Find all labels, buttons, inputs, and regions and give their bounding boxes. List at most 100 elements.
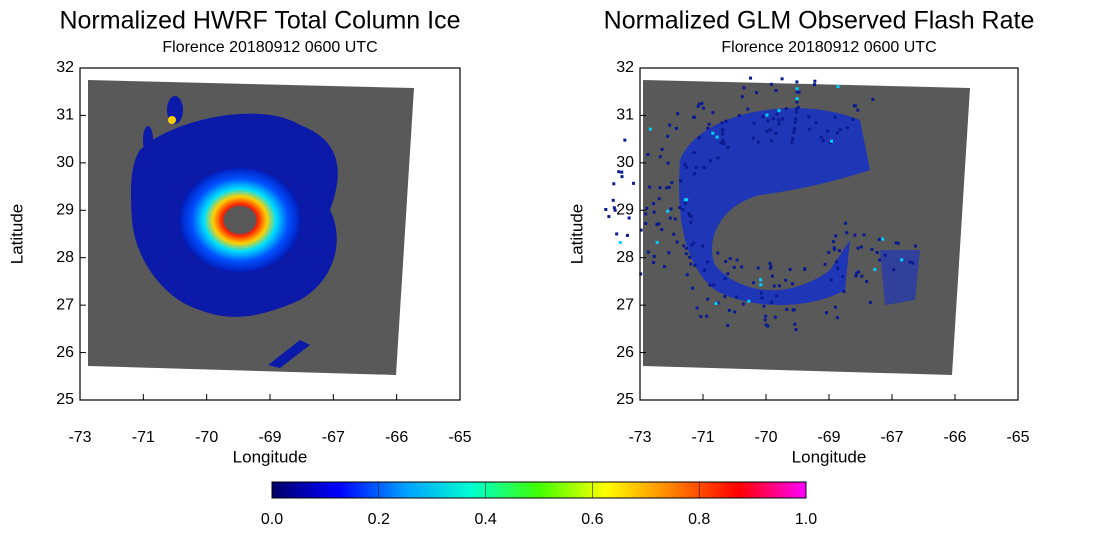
x-tick-label: -67 bbox=[880, 429, 903, 446]
flash-pixel bbox=[911, 261, 915, 265]
flash-pixel bbox=[702, 166, 706, 170]
flash-pixel bbox=[833, 115, 837, 119]
flash-pixel bbox=[838, 128, 842, 132]
flash-pixel bbox=[780, 77, 784, 81]
y-axis-label: Latitude bbox=[567, 204, 586, 265]
colorbar-tick-label: 0.0 bbox=[261, 511, 283, 528]
flash-pixel bbox=[781, 117, 785, 121]
flash-pixel bbox=[742, 86, 746, 90]
flash-pixel bbox=[769, 264, 773, 268]
y-tick-label: 26 bbox=[56, 344, 74, 361]
flash-pixel bbox=[837, 249, 841, 253]
flash-pixel bbox=[853, 233, 857, 237]
flash-pixel bbox=[759, 291, 763, 295]
flash-pixel bbox=[721, 132, 725, 136]
flash-pixel bbox=[784, 107, 788, 111]
colorbar-tick-label: 0.8 bbox=[688, 511, 710, 528]
flash-pixel bbox=[829, 278, 833, 282]
colorbar-tick-label: 1.0 bbox=[795, 511, 817, 528]
flash-pixel bbox=[792, 130, 796, 134]
y-tick-label: 27 bbox=[56, 296, 74, 313]
flash-pixel bbox=[878, 258, 882, 262]
flash-pixel bbox=[719, 141, 723, 145]
flash-pixel bbox=[651, 261, 655, 265]
flash-pixel bbox=[625, 233, 629, 237]
chart-subtitle: Florence 20180912 0600 UTC bbox=[162, 39, 377, 56]
flash-pixel bbox=[833, 247, 837, 251]
flash-pixel bbox=[685, 198, 689, 202]
flash-pixel bbox=[666, 209, 670, 213]
flash-pixel bbox=[793, 322, 797, 326]
flash-pixel bbox=[726, 324, 730, 328]
flash-pixel bbox=[724, 259, 728, 263]
flash-pixel bbox=[836, 266, 840, 270]
flash-pixel bbox=[707, 122, 711, 126]
flash-pixel bbox=[652, 202, 656, 206]
flash-pixel bbox=[794, 117, 798, 121]
flash-pixel bbox=[701, 244, 705, 248]
flash-pixel bbox=[774, 89, 778, 93]
flash-pixel bbox=[674, 126, 678, 130]
flash-pixel bbox=[615, 232, 619, 236]
y-tick-label: 25 bbox=[56, 391, 74, 408]
flash-pixel bbox=[692, 151, 696, 155]
flash-pixel bbox=[832, 240, 836, 244]
flash-pixel bbox=[854, 104, 858, 108]
flash-pixel bbox=[775, 112, 779, 116]
flash-pixel bbox=[685, 165, 689, 169]
flash-pixel bbox=[708, 283, 712, 287]
flash-pixel bbox=[841, 275, 845, 279]
flash-pixel bbox=[681, 207, 685, 211]
flash-pixel bbox=[913, 244, 917, 248]
flash-pixel bbox=[646, 250, 650, 254]
flash-pixel bbox=[791, 308, 795, 312]
flash-pixel bbox=[845, 231, 849, 235]
flash-pixel bbox=[756, 266, 760, 270]
flash-pixel bbox=[639, 228, 643, 232]
flash-pixel bbox=[724, 119, 728, 123]
flash-pixel bbox=[705, 314, 709, 318]
flash-pixel bbox=[711, 131, 715, 135]
flash-pixel bbox=[670, 181, 674, 185]
y-tick-label: 30 bbox=[616, 154, 634, 171]
flash-pixel bbox=[666, 161, 670, 165]
flash-pixel bbox=[667, 185, 671, 189]
flash-pixel bbox=[845, 126, 849, 130]
flash-pixel bbox=[604, 207, 608, 211]
flash-pixel bbox=[639, 272, 643, 276]
flash-pixel bbox=[716, 156, 720, 160]
flash-pixel bbox=[735, 258, 739, 262]
flash-pixel bbox=[768, 261, 772, 265]
colorbar bbox=[271, 481, 807, 499]
flash-pixel bbox=[696, 104, 700, 108]
flash-pixel bbox=[692, 241, 696, 245]
x-tick-label: -73 bbox=[628, 429, 651, 446]
panel bbox=[604, 76, 970, 375]
flash-pixel bbox=[751, 136, 755, 140]
flash-pixel bbox=[819, 135, 823, 139]
flash-pixel bbox=[764, 314, 768, 318]
flash-pixel bbox=[620, 175, 624, 179]
flash-pixel bbox=[672, 232, 676, 236]
x-tick-label: -73 bbox=[68, 429, 91, 446]
flash-pixel bbox=[689, 215, 693, 219]
x-tick-label: -69 bbox=[817, 429, 840, 446]
flash-pixel bbox=[764, 323, 768, 327]
flash-pixel bbox=[727, 308, 731, 312]
x-axis-label: Longitude bbox=[233, 447, 308, 466]
flash-pixel bbox=[777, 109, 781, 113]
flash-pixel bbox=[752, 281, 756, 285]
flash-pixel bbox=[666, 134, 670, 138]
flash-pixel bbox=[740, 95, 744, 99]
flash-pixel bbox=[873, 267, 877, 271]
flash-pixel bbox=[700, 101, 704, 105]
flash-pixel bbox=[836, 85, 840, 89]
flash-pixel bbox=[769, 82, 773, 86]
flash-pixel bbox=[688, 255, 692, 259]
flash-pixel bbox=[620, 170, 624, 174]
eye bbox=[224, 207, 256, 233]
flash-pixel bbox=[833, 305, 837, 309]
flash-pixel bbox=[690, 243, 694, 247]
ice-cell bbox=[268, 340, 310, 368]
